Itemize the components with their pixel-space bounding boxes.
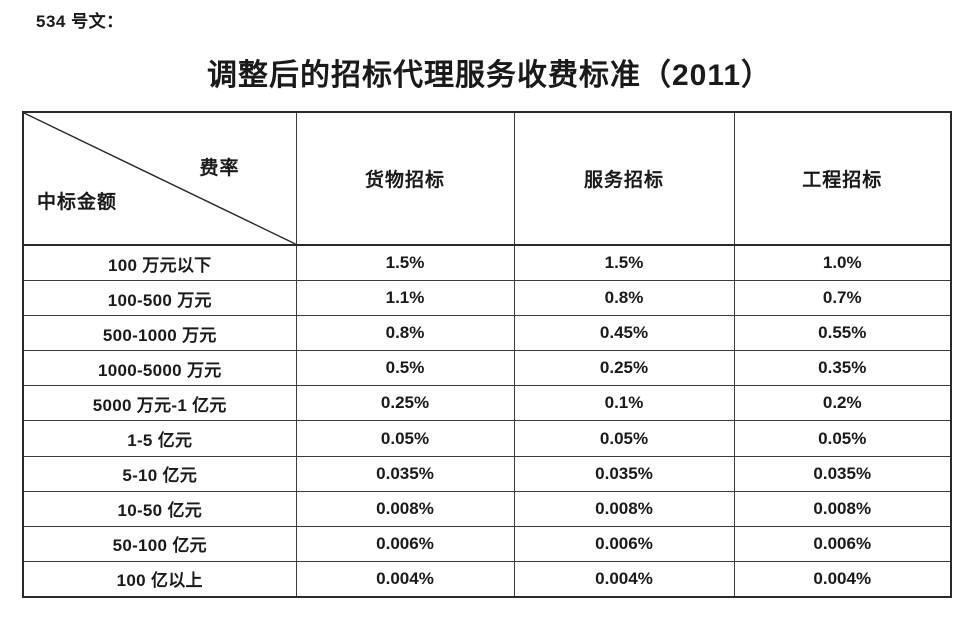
rate-cell: 0.55%: [733, 315, 952, 352]
rate-cell: 0.7%: [733, 280, 952, 317]
table-row: 10-50 亿元 0.008% 0.008% 0.008%: [22, 490, 952, 527]
row-label: 1000-5000 万元: [22, 350, 297, 387]
table-row: 1-5 亿元 0.05% 0.05% 0.05%: [22, 420, 952, 457]
diagonal-header-cell: 费率 中标金额: [22, 111, 297, 246]
rate-cell: 0.35%: [733, 350, 952, 387]
table-row: 100 亿以上 0.004% 0.004% 0.004%: [22, 560, 952, 598]
rate-cell: 0.45%: [513, 315, 735, 352]
rate-cell: 0.8%: [513, 280, 735, 317]
row-label: 100 亿以上: [22, 560, 297, 598]
table-row: 100 万元以下 1.5% 1.5% 1.0%: [22, 244, 952, 282]
rate-cell: 0.008%: [295, 490, 515, 527]
row-label: 5-10 亿元: [22, 455, 297, 492]
diagonal-divider-line: [24, 113, 296, 244]
rate-cell: 0.004%: [733, 560, 952, 598]
row-label: 1-5 亿元: [22, 420, 297, 457]
corner-label-rate: 费率: [199, 158, 240, 179]
rate-cell: 0.1%: [513, 385, 735, 422]
rate-cell: 0.004%: [513, 560, 735, 598]
table-row: 5000 万元-1 亿元 0.25% 0.1% 0.2%: [22, 385, 952, 422]
rate-cell: 0.05%: [295, 420, 515, 457]
row-label: 100-500 万元: [22, 280, 297, 317]
page-title: 调整后的招标代理服务收费标准（2011）: [206, 59, 773, 92]
rate-cell: 0.25%: [513, 350, 735, 387]
table-row: 1000-5000 万元 0.5% 0.25% 0.35%: [22, 350, 952, 387]
rate-cell: 0.006%: [513, 525, 735, 562]
rate-cell: 0.035%: [295, 455, 515, 492]
table-header-row: 费率 中标金额 货物招标 服务招标 工程招标: [22, 111, 952, 246]
row-label: 10-50 亿元: [22, 490, 297, 527]
table-row: 50-100 亿元 0.006% 0.006% 0.006%: [22, 525, 952, 562]
rate-cell: 0.006%: [733, 525, 952, 562]
rate-cell: 1.0%: [733, 244, 952, 282]
rate-cell: 0.5%: [295, 350, 515, 387]
corner-label-bid-amount: 中标金额: [37, 192, 118, 213]
rate-cell: 1.1%: [295, 280, 515, 317]
row-label: 50-100 亿元: [22, 525, 297, 562]
rate-cell: 0.05%: [513, 420, 735, 457]
column-header-engineering: 工程招标: [733, 111, 952, 246]
table-row: 5-10 亿元 0.035% 0.035% 0.035%: [22, 455, 952, 492]
table-row: 500-1000 万元 0.8% 0.45% 0.55%: [22, 315, 952, 352]
rate-cell: 1.5%: [295, 244, 515, 282]
rate-cell: 0.25%: [295, 385, 515, 422]
row-label: 5000 万元-1 亿元: [22, 385, 297, 422]
rate-cell: 1.5%: [513, 244, 735, 282]
row-label: 100 万元以下: [22, 244, 297, 282]
document-reference-number: 534 号文：: [36, 12, 124, 31]
rate-cell: 0.8%: [295, 315, 515, 352]
rate-cell: 0.008%: [513, 490, 735, 527]
rate-cell: 0.035%: [733, 455, 952, 492]
row-label: 500-1000 万元: [22, 315, 297, 352]
rate-cell: 0.008%: [733, 490, 952, 527]
rate-cell: 0.004%: [295, 560, 515, 598]
column-header-goods: 货物招标: [295, 111, 515, 246]
rate-cell: 0.05%: [733, 420, 952, 457]
column-header-services: 服务招标: [513, 111, 735, 246]
fee-rate-table: 费率 中标金额 货物招标 服务招标 工程招标 100 万元以下 1.5% 1.5…: [22, 111, 952, 598]
rate-cell: 0.006%: [295, 525, 515, 562]
rate-cell: 0.2%: [733, 385, 952, 422]
rate-cell: 0.035%: [513, 455, 735, 492]
table-row: 100-500 万元 1.1% 0.8% 0.7%: [22, 280, 952, 317]
